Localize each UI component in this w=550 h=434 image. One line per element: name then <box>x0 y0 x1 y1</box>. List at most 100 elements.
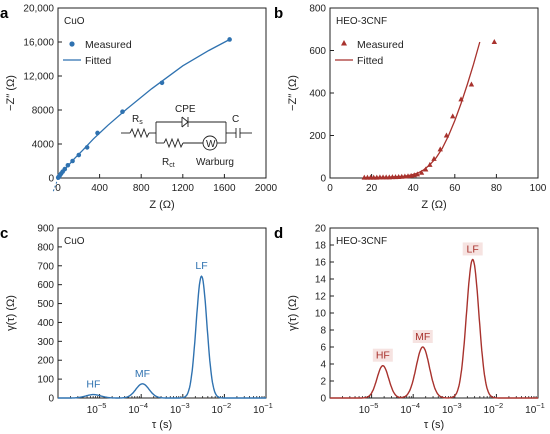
panel-c: c 0 100 200 300 400 500 600 700 800 900 10−5 10−4 10… <box>0 224 273 432</box>
measured-point <box>414 171 421 177</box>
x-tick-label: 2000 <box>255 183 278 194</box>
y-tick-label: 16 <box>315 258 327 269</box>
y-tick-label: 400 <box>37 318 54 329</box>
y-tick-label: 0 <box>48 394 54 405</box>
equivalent-circuit <box>121 116 252 151</box>
y-tick-label: 20,000 <box>23 4 54 15</box>
panel-letter: a <box>0 5 9 22</box>
y-tick-label: 0 <box>48 174 54 185</box>
legend-fitted: Fitted <box>85 55 111 67</box>
x-tick-label: 0 <box>327 183 333 194</box>
y-tick-label: 4000 <box>32 140 55 151</box>
peak-label: HF <box>86 379 100 391</box>
plot-frame <box>57 7 267 179</box>
peak-label-background <box>412 330 433 343</box>
panel-letter: b <box>274 5 283 22</box>
y-tick-label: 2 <box>320 377 326 388</box>
peak-label-background <box>462 242 483 256</box>
legend-measured: Measured <box>357 39 404 51</box>
y-tick-label: 600 <box>309 46 326 57</box>
y-tick-label: 600 <box>37 280 54 291</box>
measured-point <box>84 145 90 150</box>
panel-b: b 0 200 400 600 800 0 20 40 60 80 100 Z (Ω) −Z′′ (Ω)… <box>274 4 547 212</box>
panel-title: CuO <box>64 16 85 27</box>
plot-frame <box>329 227 539 399</box>
x-tick-label: 10−1 <box>525 401 545 416</box>
y-tick-label: 8000 <box>32 106 55 117</box>
x-tick-label: 10−1 <box>253 401 273 416</box>
y-axis-label: −Z′′ (Ω) <box>287 75 299 111</box>
measured-point <box>76 152 82 158</box>
circuit-rct-label: Rct <box>162 157 175 169</box>
y-tick-label: 400 <box>309 89 326 100</box>
y-tick-label: 0 <box>320 174 326 185</box>
y-tick-label: 4 <box>320 360 326 371</box>
plot-frame <box>329 7 539 179</box>
circuit-cpe-label: CPE <box>175 104 196 115</box>
panel-letter: c <box>0 225 8 242</box>
warburg-icon: W <box>206 139 216 150</box>
measured-point <box>418 169 425 175</box>
legend-measured: Measured <box>85 39 132 51</box>
measured-point <box>70 158 75 164</box>
x-tick-label: 10−4 <box>400 401 420 416</box>
measured-point <box>65 162 71 168</box>
measured-point <box>431 155 437 161</box>
y-tick-label: 8 <box>320 326 326 337</box>
legend-marker-measured <box>341 40 347 46</box>
x-axis-label: Z (Ω) <box>149 199 174 211</box>
peak-label: LF <box>467 243 479 255</box>
y-tick-label: 300 <box>37 337 54 348</box>
y-tick-label: 200 <box>309 131 326 142</box>
peak-label: MF <box>135 368 150 380</box>
measured-point <box>437 146 443 152</box>
legend: Measured Fitted <box>63 39 132 67</box>
x-tick-label: 800 <box>133 183 150 194</box>
x-tick-label: 60 <box>449 183 461 194</box>
measured-point <box>458 96 464 102</box>
x-axis-label: Z (Ω) <box>421 199 446 211</box>
y-tick-label: 800 <box>309 4 326 15</box>
y-tick-label: 6 <box>320 343 326 354</box>
panel-title: HEO-3CNF <box>336 236 387 247</box>
measured-point <box>227 37 232 42</box>
x-tick-label: 40 <box>408 183 420 194</box>
x-tick-label: 100 <box>530 183 547 194</box>
x-tick-label: 10−5 <box>87 401 107 416</box>
y-tick-label: 12 <box>315 292 327 303</box>
circuit-warburg-label: Warburg <box>196 157 234 168</box>
x-tick-label: 0 <box>55 183 61 194</box>
y-tick-label: 10 <box>315 309 327 320</box>
peak-label: MF <box>415 331 430 343</box>
y-tick-label: 500 <box>37 299 54 310</box>
circuit-c-label: C <box>232 114 239 125</box>
legend-fitted: Fitted <box>357 55 383 67</box>
panel-letter: d <box>274 225 283 242</box>
y-tick-label: 18 <box>315 241 327 252</box>
measured-point <box>159 80 165 86</box>
y-axis-label: −Z′′ (Ω) <box>5 75 17 111</box>
measured-point <box>427 161 433 167</box>
measured-point <box>422 166 429 172</box>
y-tick-label: 14 <box>315 275 327 286</box>
x-axis-label: τ (s) <box>424 419 444 431</box>
panel-title: CuO <box>64 236 85 247</box>
y-tick-label: 900 <box>37 224 54 235</box>
x-tick-label: 10−2 <box>212 401 232 416</box>
measured-point <box>120 109 125 114</box>
x-tick-label: 1600 <box>213 183 236 194</box>
measured-point <box>468 81 475 87</box>
measured-point <box>95 130 100 136</box>
fitted-extrapolation <box>52 177 59 193</box>
y-tick-label: 0 <box>320 394 326 405</box>
x-tick-label: 10−3 <box>170 401 190 416</box>
x-tick-label: 10−3 <box>442 401 462 416</box>
circuit-rs-label: Rs <box>132 114 143 126</box>
panel-a: a 0 4000 8000 12,000 16,000 20,000 0 400 800 1200… <box>0 4 278 212</box>
x-tick-label: 20 <box>366 183 378 194</box>
y-tick-label: 800 <box>37 242 54 253</box>
y-axis-label: γ(τ) (Ω) <box>287 295 299 331</box>
y-tick-label: 12,000 <box>23 72 54 83</box>
x-tick-label: 10−2 <box>484 401 504 416</box>
